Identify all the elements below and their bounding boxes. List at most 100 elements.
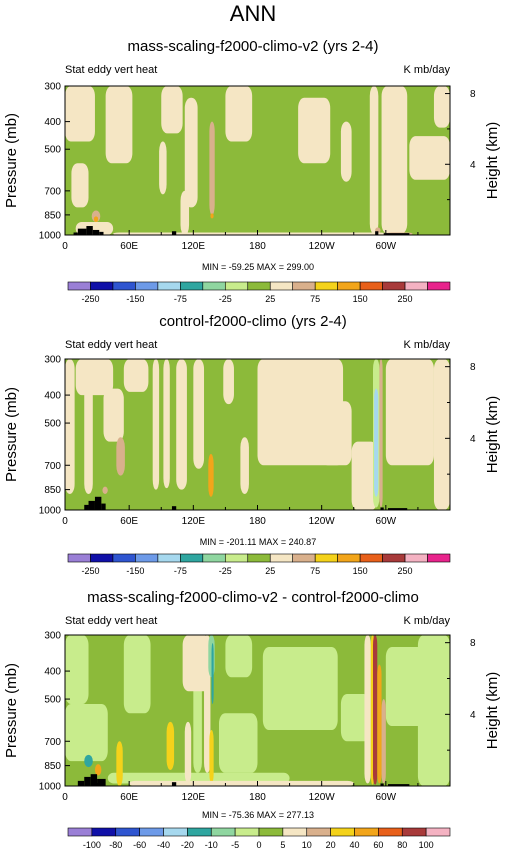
contour-region [107, 772, 290, 784]
topography-mask [84, 504, 89, 510]
colorbar-box [427, 281, 451, 291]
colorbar-box [282, 827, 308, 837]
x-tick-label: 120W [309, 792, 336, 803]
x-tick-label: 60E [120, 241, 138, 252]
y-tick-label: 300 [44, 82, 61, 93]
colorbar-label: 25 [265, 294, 275, 304]
colorbar-box [337, 281, 361, 291]
colorbar-box [67, 281, 91, 291]
y-tick-label: 400 [44, 117, 61, 128]
colorbar-label: 40 [349, 840, 359, 850]
contour-region [123, 635, 151, 714]
contour-region [102, 486, 108, 494]
contour-region [129, 780, 354, 786]
y-tick-label: 700 [44, 461, 61, 472]
contour-region [182, 635, 210, 692]
colorbar-label: -25 [219, 294, 232, 304]
contour-region [209, 730, 214, 784]
contour-region [65, 86, 95, 142]
contour-region [377, 664, 382, 784]
topography-mask [380, 507, 384, 510]
colorbar-label: -10 [205, 840, 218, 850]
y-tick-label: 300 [44, 631, 61, 642]
colorbar-box [234, 827, 260, 837]
colorbar-box [115, 827, 140, 837]
colorbar-box [306, 827, 331, 837]
panel-title: control-f2000-climo (yrs 2-4) [159, 313, 347, 330]
colorbar-label: 60 [373, 840, 383, 850]
topography-mask [90, 774, 98, 786]
figure-title: ANN [230, 1, 276, 26]
contour-region [225, 86, 253, 142]
x-tick-label: 60E [120, 516, 138, 527]
colorbar-box [401, 827, 427, 837]
contour-region [159, 141, 167, 195]
contour-region [176, 359, 187, 490]
colorbar-label: -150 [126, 294, 144, 304]
contour-field [65, 635, 450, 786]
y-tick-label: 700 [44, 186, 61, 197]
colorbar-label: -75 [174, 294, 187, 304]
contour-region [152, 359, 160, 490]
contour-region [211, 643, 214, 704]
colorbar-label: -80 [109, 840, 122, 850]
x-tick-label: 180 [249, 516, 266, 527]
topography-mask [73, 232, 78, 235]
colorbar-label: 10 [302, 840, 312, 850]
colorbar-box [314, 553, 338, 563]
topography-mask [387, 784, 410, 786]
colorbar-box [135, 281, 159, 291]
colorbar-label: -250 [81, 566, 99, 576]
contour-region [433, 359, 450, 510]
contour-region [381, 699, 386, 784]
contour-region [225, 635, 253, 678]
topography-mask [77, 780, 85, 786]
contour-region [123, 359, 149, 392]
x-tick-label: 0 [62, 241, 68, 252]
colorbar-label: 5 [280, 840, 285, 850]
contour-region [351, 441, 378, 510]
colorbar-label: -20 [181, 840, 194, 850]
topography-mask [88, 500, 95, 510]
y-axis-title: Pressure (mb) [3, 387, 20, 482]
colorbar-box [90, 281, 114, 291]
x-tick-label: 60W [376, 516, 397, 527]
contour-region [184, 97, 198, 208]
panel-title: mass-scaling-f2000-climo-v2 - control-f2… [87, 589, 419, 606]
contour-region [379, 359, 383, 508]
colorbar-box [157, 553, 181, 563]
contour-region [409, 136, 450, 180]
contour-field [65, 86, 450, 235]
colorbar-box [382, 553, 406, 563]
contour-region [374, 388, 379, 497]
x-tick-label: 120W [309, 516, 336, 527]
x-tick-label: 60W [376, 792, 397, 803]
colorbar-box [112, 553, 136, 563]
colorbar-box [425, 827, 451, 837]
y-tick-label: 1000 [39, 506, 62, 517]
units-label: K mb/day [404, 64, 451, 76]
min-max-stats: MIN = -75.36 MAX = 277.13 [202, 810, 314, 820]
contour-region [93, 216, 99, 222]
colorbar-box [337, 553, 361, 563]
topography-mask [94, 496, 102, 510]
contour-region [340, 693, 370, 742]
colorbar-box [202, 281, 226, 291]
contour-region [71, 163, 89, 208]
min-max-stats: MIN = -201.11 MAX = 240.87 [200, 537, 316, 547]
colorbar-box [67, 553, 91, 563]
topography-mask [84, 776, 91, 786]
contour-region [381, 86, 408, 234]
y2-tick-label: 8 [470, 89, 476, 100]
contour-region [321, 401, 352, 466]
colorbar-box [404, 553, 428, 563]
colorbar-box [378, 827, 403, 837]
x-tick-label: 120E [182, 516, 206, 527]
colorbar-box [427, 553, 451, 563]
y2-tick-label: 4 [470, 160, 476, 171]
colorbar-box [258, 827, 284, 837]
colorbar-label: 0 [256, 840, 261, 850]
colorbar-label: 250 [398, 294, 413, 304]
colorbar-box [382, 281, 406, 291]
